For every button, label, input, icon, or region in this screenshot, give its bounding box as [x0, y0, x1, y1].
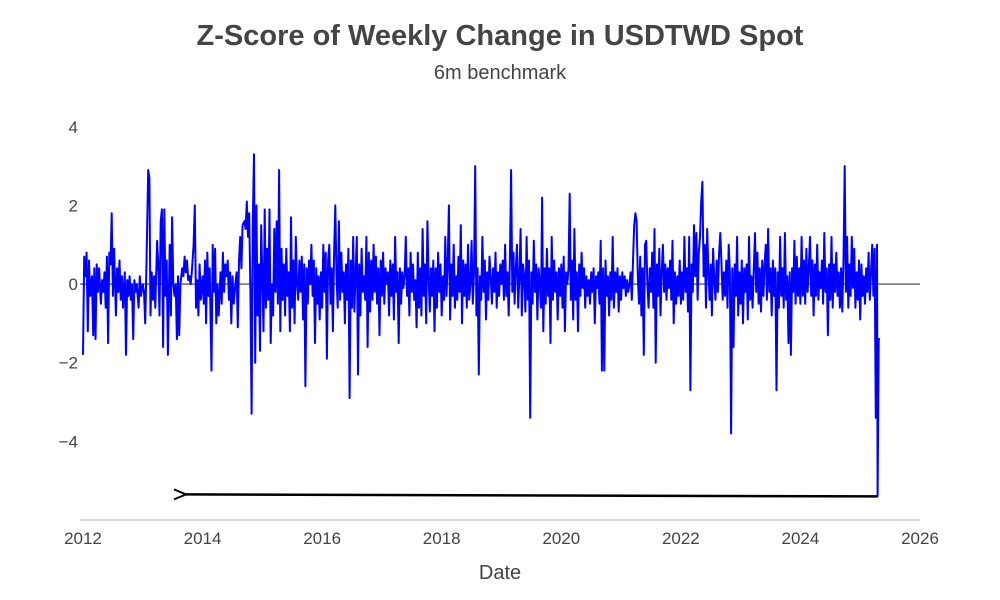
x-tick-label: 2012	[64, 529, 102, 548]
x-axis: 2012 2014 2016 2018 2020 2022 2024 2026	[64, 529, 939, 548]
series-line	[82, 153, 880, 498]
y-tick-label: −4	[59, 432, 78, 451]
x-tick-label: 2016	[303, 529, 341, 548]
x-tick-label: 2026	[901, 529, 939, 548]
x-tick-label: 2022	[662, 529, 700, 548]
annotation-arrow	[185, 494, 878, 496]
x-tick-label: 2014	[184, 529, 222, 548]
y-tick-label: 4	[69, 118, 78, 137]
chart-subtitle: 6m benchmark	[433, 62, 567, 84]
chart-title: Z-Score of Weekly Change in USDTWD Spot	[196, 20, 804, 52]
x-tick-label: 2020	[542, 529, 580, 548]
x-axis-title: Date	[479, 562, 521, 584]
y-tick-label: 2	[69, 196, 78, 215]
y-tick-label: 0	[69, 275, 78, 294]
x-tick-label: 2024	[782, 529, 820, 548]
y-axis: 4 2 0 −2 −4	[59, 118, 78, 452]
y-tick-label: −2	[59, 354, 78, 373]
x-tick-label: 2018	[423, 529, 461, 548]
